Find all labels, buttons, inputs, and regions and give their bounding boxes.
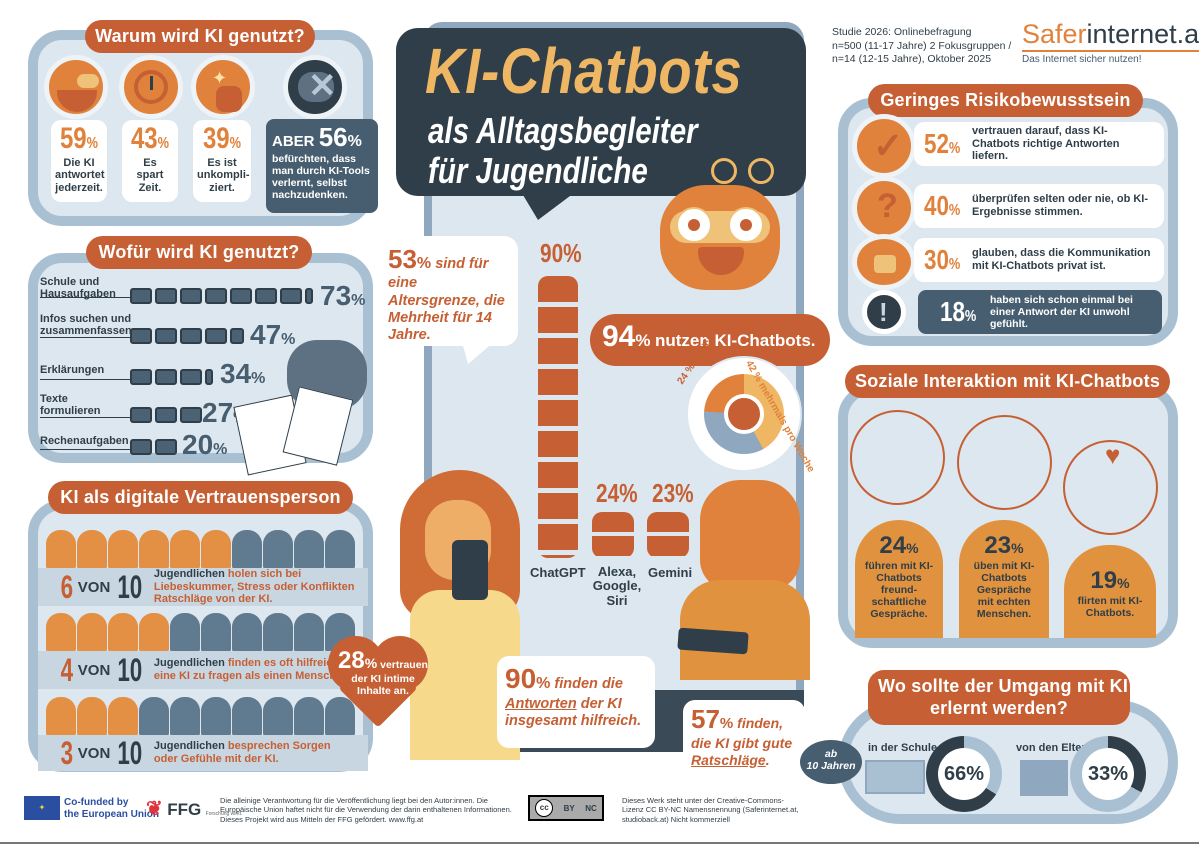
social-card-1: 24% führen mit KI-Chatbots freund-schaft… — [855, 520, 943, 638]
advice-bubble: 57% finden, die KI gibt gute Ratschläge. — [683, 700, 805, 788]
page-title: KI-Chatbots — [425, 35, 743, 107]
ffg-logo: ❦ FFG Forschung wirkt. — [146, 798, 243, 820]
age-bubble-tail — [462, 342, 494, 364]
social-card-2: 23% üben mit KI-Chatbots Gespräche mit e… — [959, 520, 1049, 638]
chatgpt-bar — [538, 276, 578, 558]
risk-row-4: 18% haben sich schon einmal bei einer An… — [918, 290, 1162, 334]
helpful-bubble: 90% finden die Antworten der KI insgesam… — [497, 656, 655, 748]
robot-antenna-icon — [711, 158, 737, 184]
usage-row: Texte formulieren 27% — [40, 393, 247, 428]
title-bubble — [396, 28, 806, 196]
trust-faces-row — [46, 530, 356, 575]
school-donut: 66% — [926, 736, 1002, 812]
robot-antenna-icon — [748, 158, 774, 184]
trust-faces-row — [46, 697, 356, 742]
gemini-bar-label: 23% — [652, 478, 694, 508]
parents-donut: 33% — [1070, 736, 1146, 812]
cc-license-badge[interactable]: cc BY NC — [528, 795, 604, 821]
school-building-icon — [865, 760, 925, 794]
trust-row-1: 6 VON 10 Jugendlichen holen sich bei Lie… — [38, 568, 368, 606]
robot-check-icon: ✓ — [852, 114, 916, 178]
usage-row: Erklärungen 34% — [40, 358, 266, 389]
exclamation-icon: ! — [862, 290, 906, 334]
chatgpt-bar-label: 90% — [540, 238, 582, 268]
disclaimer-text: Die alleinige Verantwortung für die Verö… — [220, 796, 512, 824]
heart-badge: 28% vertrauen der KI intime Inhalte an. — [328, 636, 428, 732]
padlock-icon — [852, 234, 916, 290]
trust-row-3: 3 VON 10 Jugendlichen besprechen Sorgen … — [38, 735, 368, 771]
clock-icon — [724, 394, 764, 434]
house-icon — [1020, 760, 1068, 796]
trust-row-2: 4 VON 10 Jugendlichen finden es oft hilf… — [38, 651, 368, 689]
school-label: in der Schule — [868, 742, 938, 754]
boy-heart-illustration — [1063, 440, 1158, 535]
eu-flag-icon: ✦ — [24, 796, 60, 820]
assistants-label: Alexa, Google, Siri — [592, 564, 642, 608]
girl-with-phone-illustration — [400, 470, 530, 760]
age-limit-bubble: 53% sind für eine Altersgrenze, die Mehr… — [378, 236, 518, 346]
girl-chat-illustration — [850, 410, 945, 505]
why-but-card: ABER 56% befürchten, dass man durch KI-T… — [266, 119, 378, 213]
frequency-donut — [686, 356, 802, 472]
what-header: Wofür wird KI genutzt? — [86, 236, 312, 269]
why-card-1: 59% Die KI antwortet jederzeit. — [51, 120, 107, 202]
usage-bar-list: Schule und Hausaufgaben 73% Infos suchen… — [40, 276, 370, 460]
learn-header: Wo sollte der Umgang mit KI erlernt werd… — [868, 670, 1130, 726]
assistants-bar-label: 24% — [596, 478, 638, 508]
page-subtitle-2: für Jugendliche — [428, 150, 648, 191]
parents-label: von den Eltern — [1016, 742, 1093, 754]
usage-row: Rechenaufgaben 20% — [40, 429, 228, 460]
sparkle-hand-icon: ✦ — [191, 55, 255, 119]
license-text: Dieses Werk steht unter der Creative-Com… — [622, 796, 799, 824]
usage-row: Infos suchen und zusammenfassen 47% — [40, 313, 296, 350]
gemini-bar — [647, 512, 689, 558]
page-subtitle-1: als Alltagsbegleiter — [428, 110, 698, 151]
study-info: Studie 2026: Onlinebefragung n=500 (11-1… — [832, 26, 1012, 66]
girl2-chat-illustration — [957, 415, 1052, 510]
risk-row-3: 30% glauben, dass die Kommunikation mit … — [914, 238, 1164, 282]
social-card-3: 19% flirten mit KI-Chatbots. — [1064, 545, 1156, 638]
magnifier-question-icon: ? — [852, 176, 916, 240]
saferinternet-logo[interactable]: Saferinternet.at Das Internet sicher nut… — [1022, 19, 1199, 65]
boy-with-phone-illustration — [677, 480, 810, 680]
footer-divider — [0, 842, 1199, 844]
social-header: Soziale Interaktion mit KI-Chatbots — [845, 365, 1170, 398]
usage-row: Schule und Hausaufgaben 73% — [40, 276, 366, 311]
risk-row-2: 40% überprüfen selten oder nie, ob KI-Er… — [914, 184, 1164, 228]
usage-pill: 94% nutzen KI-Chatbots. — [590, 314, 830, 366]
assistants-bar — [592, 512, 634, 558]
clock-icon — [119, 55, 183, 119]
robot-mascot — [660, 185, 780, 290]
speech-bubble-icon — [44, 55, 108, 119]
age-badge: ab 10 Jahren — [800, 740, 862, 784]
brain-x-icon: ✕ — [283, 55, 347, 119]
chatgpt-label: ChatGPT — [530, 565, 586, 580]
gemini-label: Gemini — [648, 565, 693, 580]
why-card-3: 39% Es ist unkompli-ziert. — [193, 120, 251, 202]
trust-header: KI als digitale Vertrauensperson — [48, 481, 353, 514]
risk-header: Geringes Risikobewusstsein — [868, 84, 1143, 117]
risk-row-1: 52% vertrauen darauf, dass KI-Chatbots r… — [914, 122, 1164, 166]
heart-icon: ♥ — [1105, 440, 1121, 470]
eu-funding-text: Co-funded by the European Union — [64, 797, 159, 820]
why-header: Warum wird KI genutzt? — [85, 20, 315, 53]
why-card-2: 43% Es spart Zeit. — [122, 120, 178, 202]
title-bubble-tail — [520, 190, 578, 220]
